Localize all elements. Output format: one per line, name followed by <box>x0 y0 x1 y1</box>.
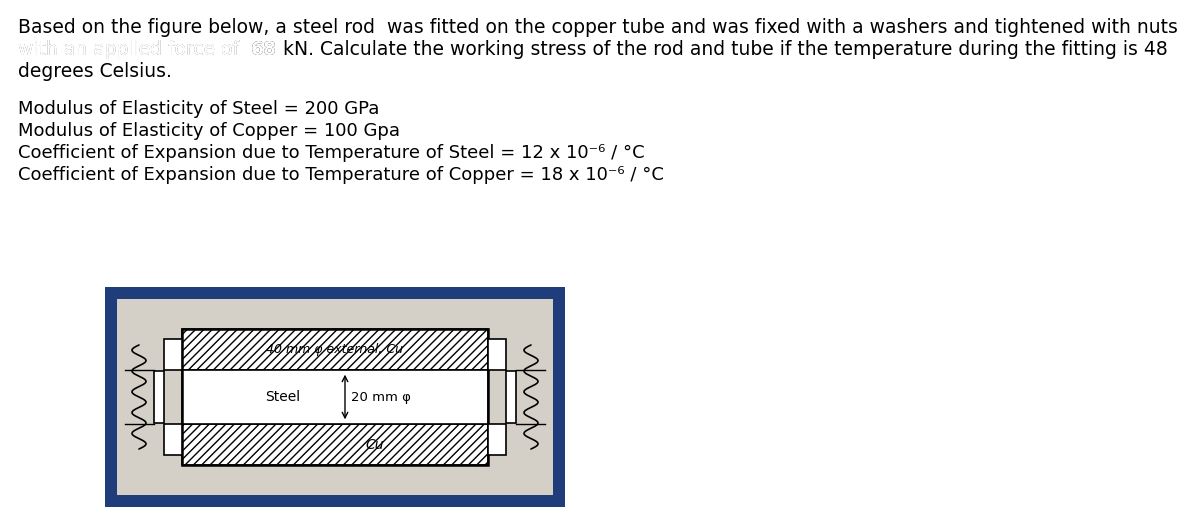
Bar <box>118 299 553 495</box>
Bar <box>182 329 488 370</box>
Text: Coefficient of Expansion due to Temperature of Steel = 12 x 10⁻⁶ / °C: Coefficient of Expansion due to Temperat… <box>18 144 644 162</box>
Text: Cu: Cu <box>366 437 384 452</box>
Text: 68: 68 <box>251 40 277 59</box>
Text: Steel: Steel <box>265 390 300 404</box>
Text: Modulus of Elasticity of Steel = 200 GPa: Modulus of Elasticity of Steel = 200 GPa <box>18 100 379 118</box>
Text: with an applied force of  68: with an applied force of 68 <box>18 40 275 59</box>
Bar <box>164 339 182 370</box>
Bar <box>154 371 164 423</box>
Bar <box>182 370 488 424</box>
Text: degrees Celsius.: degrees Celsius. <box>18 62 172 81</box>
Bar <box>488 424 506 455</box>
Text: with an applied force of: with an applied force of <box>18 40 251 59</box>
Text: kN. Calculate the working stress of the rod and tube if the temperature during t: kN. Calculate the working stress of the … <box>277 40 1168 59</box>
Bar <box>182 329 488 465</box>
Text: with an applied force of: with an applied force of <box>18 40 251 59</box>
Bar <box>182 424 488 465</box>
Text: 40 mm φ external, Cu: 40 mm φ external, Cu <box>266 343 403 356</box>
Bar <box>106 287 565 507</box>
Text: Coefficient of Expansion due to Temperature of Copper = 18 x 10⁻⁶ / °C: Coefficient of Expansion due to Temperat… <box>18 166 664 184</box>
Bar <box>506 371 516 423</box>
Text: Based on the figure below, a steel rod  was fitted on the copper tube and was fi: Based on the figure below, a steel rod w… <box>18 18 1178 37</box>
Text: 20 mm φ: 20 mm φ <box>352 390 410 403</box>
Bar <box>164 424 182 455</box>
Bar <box>488 339 506 370</box>
Text: Modulus of Elasticity of Copper = 100 Gpa: Modulus of Elasticity of Copper = 100 Gp… <box>18 122 400 140</box>
Text: 68: 68 <box>251 40 277 59</box>
